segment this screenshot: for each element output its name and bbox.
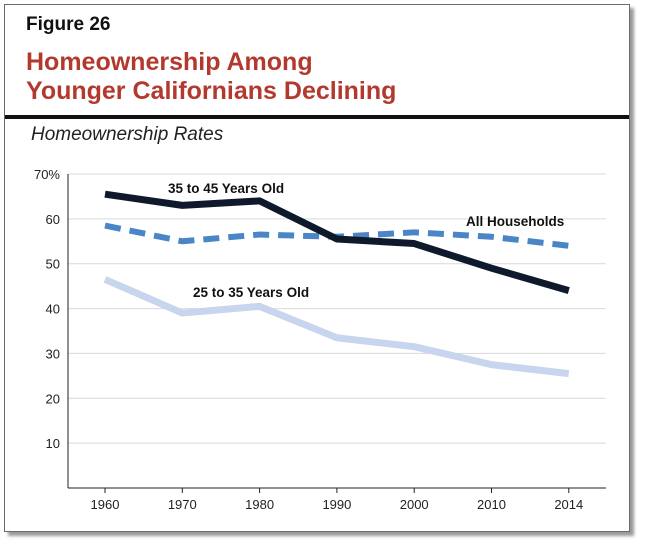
y-tick-label-40: 40 <box>46 302 60 317</box>
figure-title-line-2: Younger Californians Declining <box>26 77 397 105</box>
x-tick-label-2000: 2000 <box>400 497 429 512</box>
figure-title-line-1: Homeownership Among <box>26 48 313 76</box>
series-line-35-to-45 <box>104 190 570 294</box>
y-tick-label-30: 30 <box>46 346 60 361</box>
series-line-25-to-35 <box>103 276 570 378</box>
y-tick-label-60: 60 <box>46 212 60 227</box>
figure-title: Homeownership Among Younger Californians… <box>26 48 396 106</box>
y-tick-label-10: 10 <box>46 436 60 451</box>
title-divider <box>5 115 629 119</box>
y-tick-label-70: 70% <box>34 167 60 182</box>
x-tick-label-1990: 1990 <box>322 497 351 512</box>
x-tick-label-1970: 1970 <box>168 497 197 512</box>
x-tick-label-1960: 1960 <box>91 497 120 512</box>
y-tick-label-20: 20 <box>46 391 60 406</box>
series-label-25-to-35: 25 to 35 Years Old <box>193 285 309 300</box>
x-tick-label-1980: 1980 <box>245 497 274 512</box>
x-tick-label-2010: 2010 <box>477 497 506 512</box>
chart-subtitle: Homeownership Rates <box>31 124 224 145</box>
series-label-all-households: All Households <box>466 214 564 229</box>
figure-frame <box>4 4 630 532</box>
figure-label: Figure 26 <box>26 14 111 35</box>
x-tick-label-2014: 2014 <box>554 497 583 512</box>
series-label-35-to-45: 35 to 45 Years Old <box>168 181 284 196</box>
y-tick-label-50: 50 <box>46 257 60 272</box>
